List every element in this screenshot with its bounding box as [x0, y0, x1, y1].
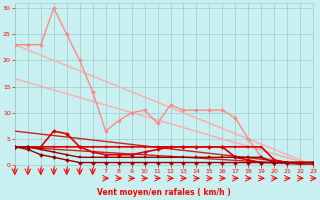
X-axis label: Vent moyen/en rafales ( km/h ): Vent moyen/en rafales ( km/h ) [97, 188, 231, 197]
